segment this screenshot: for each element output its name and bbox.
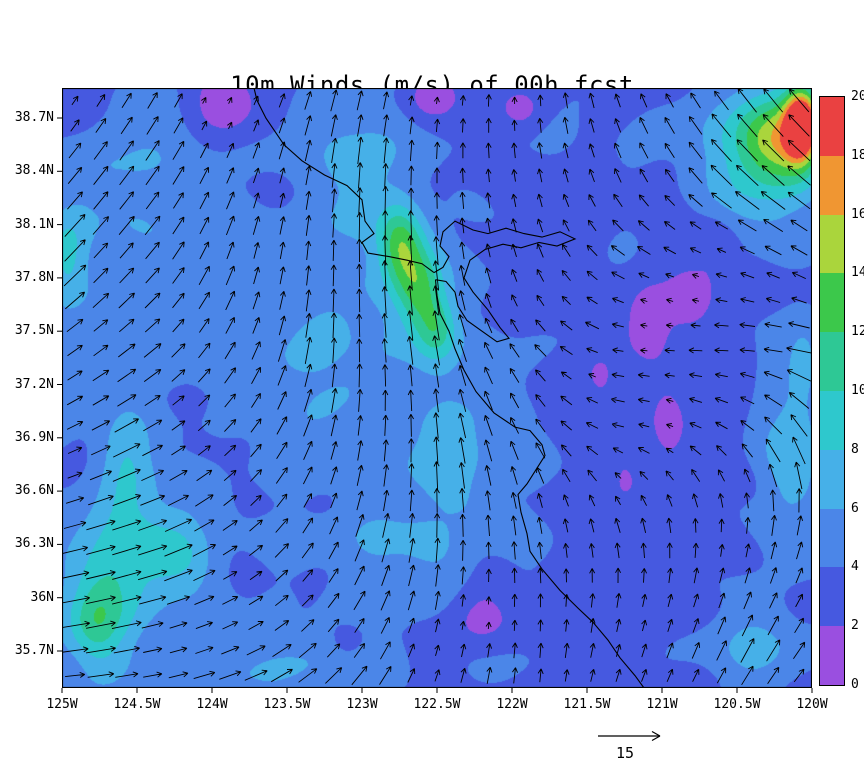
- reference-vector: 15: [598, 730, 661, 762]
- colorbar-tick-label: 4: [851, 559, 859, 575]
- wind-speed-field-canvas: [62, 88, 812, 688]
- x-tick-label: 121.5W: [563, 697, 611, 712]
- colorbar-segment: [820, 391, 844, 450]
- colorbar-segment: [820, 155, 844, 215]
- colorbar-segment: [820, 332, 844, 391]
- wind-vector-arrows: [62, 88, 812, 686]
- colorbar-tick-label: 2: [851, 618, 859, 634]
- x-tick-label: 123W: [346, 697, 378, 712]
- coastline: [253, 88, 645, 688]
- x-tick-label: 120.5W: [713, 697, 761, 712]
- y-tick-label: 38.1N: [14, 216, 54, 232]
- x-tick-label: 121W: [646, 697, 678, 712]
- x-tick-label: 124.5W: [113, 697, 161, 712]
- x-tick-label: 122.5W: [413, 697, 461, 712]
- y-tick-label: 37.8N: [14, 269, 54, 285]
- reference-vector-label: 15: [616, 744, 634, 762]
- coastline-path: [433, 220, 577, 343]
- colorbar-tick-label: 8: [851, 441, 859, 457]
- y-tick-label: 35.7N: [14, 643, 54, 658]
- x-tick-label: 123.5W: [263, 697, 311, 712]
- colorbar-tick-label: 12: [851, 324, 864, 340]
- y-tick-label: 38.4N: [14, 163, 54, 179]
- x-tick-label: 120W: [796, 697, 828, 712]
- colorbar-segment: [820, 567, 844, 627]
- map-plot-area: [62, 88, 812, 688]
- colorbar-tick-label: 20: [851, 89, 864, 104]
- coastline-path: [253, 88, 435, 274]
- coastline-path: [434, 279, 645, 688]
- colorbar-segment: [820, 449, 844, 509]
- colorbar-tick-label: 14: [851, 265, 864, 281]
- colorbar-segment: [820, 273, 844, 333]
- x-tick-label: 125W: [46, 697, 78, 712]
- colorbar-tick-label: 16: [851, 206, 864, 222]
- y-tick-label: 37.2N: [14, 376, 54, 392]
- reference-arrow-icon: [598, 730, 661, 742]
- y-tick-label: 36.6N: [14, 483, 54, 499]
- colorbar-segment: [820, 626, 844, 685]
- wind-arrows-path: [62, 88, 812, 686]
- plot-frame: [62, 88, 812, 688]
- colorbar-segment: [820, 97, 844, 156]
- y-tick-label: 38.7N: [14, 110, 54, 125]
- y-tick-label: 36.3N: [14, 536, 54, 552]
- y-tick-label: 37.5N: [14, 323, 54, 339]
- x-tick-label: 122W: [496, 697, 528, 712]
- colorbar-tick-label: 0: [851, 677, 859, 692]
- y-tick-label: 36.9N: [14, 429, 54, 445]
- colorbar-tick-label: 18: [851, 147, 864, 163]
- colorbar-segment: [820, 508, 844, 568]
- colorbar-segment: [820, 214, 844, 274]
- map-overlay-svg: [62, 88, 812, 688]
- colorbar-tick-label: 10: [851, 383, 864, 398]
- colorbar: [819, 96, 845, 686]
- y-tick-label: 36N: [30, 589, 54, 605]
- colorbar-tick-label: 6: [851, 500, 859, 516]
- x-tick-label: 124W: [196, 697, 228, 712]
